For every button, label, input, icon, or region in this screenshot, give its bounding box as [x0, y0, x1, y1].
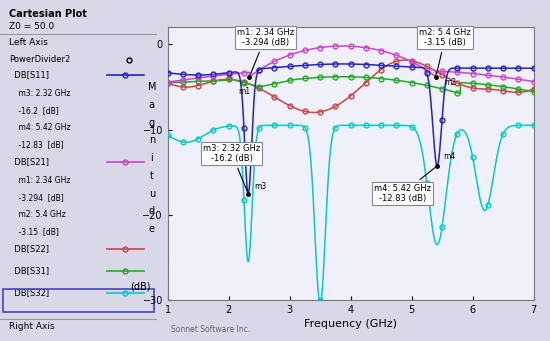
X-axis label: Frequency (GHz): Frequency (GHz) — [304, 319, 397, 329]
Text: u: u — [148, 189, 155, 199]
Text: M: M — [147, 82, 156, 92]
Text: PowerDivider2: PowerDivider2 — [9, 55, 70, 63]
Text: Cartesian Plot: Cartesian Plot — [9, 9, 87, 18]
Text: t: t — [150, 171, 154, 181]
Text: m4: 5.42 GHz: m4: 5.42 GHz — [9, 123, 71, 132]
Text: -3.15  [dB]: -3.15 [dB] — [9, 227, 59, 236]
Text: -16.2  [dB]: -16.2 [dB] — [9, 106, 59, 115]
Text: DB[S21]: DB[S21] — [9, 157, 50, 166]
Text: g: g — [148, 118, 155, 128]
Text: i: i — [151, 153, 153, 163]
Text: m4: 5.42 GHz
-12.83 (dB): m4: 5.42 GHz -12.83 (dB) — [374, 167, 435, 203]
Text: DB[S11]: DB[S11] — [9, 70, 50, 79]
Text: m2: m2 — [444, 78, 456, 87]
Text: m1: m1 — [238, 87, 250, 96]
Text: m1: 2.34 GHz
-3.294 (dB): m1: 2.34 GHz -3.294 (dB) — [236, 28, 294, 74]
Text: m2: 5.4 GHz
-3.15 (dB): m2: 5.4 GHz -3.15 (dB) — [419, 28, 471, 74]
Text: (dB): (dB) — [130, 281, 151, 292]
Text: a: a — [149, 100, 155, 110]
Text: d: d — [148, 206, 155, 217]
Text: DB[S22]: DB[S22] — [9, 244, 50, 253]
Text: Right Axis: Right Axis — [9, 322, 55, 331]
Text: Z0 = 50.0: Z0 = 50.0 — [9, 22, 54, 31]
Text: m3: 2.32 GHz
-16.2 (dB): m3: 2.32 GHz -16.2 (dB) — [203, 144, 260, 191]
Text: m4: m4 — [443, 152, 455, 161]
Text: Sonnet Software Inc.: Sonnet Software Inc. — [172, 325, 251, 333]
Text: DB[S31]: DB[S31] — [9, 266, 50, 275]
Text: -12.83  [dB]: -12.83 [dB] — [9, 140, 64, 149]
Text: n: n — [148, 135, 155, 146]
Text: m3: m3 — [254, 182, 267, 191]
Text: DB[S32]: DB[S32] — [9, 288, 50, 297]
Text: Left Axis: Left Axis — [9, 38, 48, 46]
Text: m3: 2.32 GHz: m3: 2.32 GHz — [9, 89, 71, 98]
Text: e: e — [149, 224, 155, 234]
Text: m1: 2.34 GHz: m1: 2.34 GHz — [9, 176, 71, 184]
Text: m2: 5.4 GHz: m2: 5.4 GHz — [9, 210, 66, 219]
Text: -3.294  [dB]: -3.294 [dB] — [9, 193, 64, 202]
